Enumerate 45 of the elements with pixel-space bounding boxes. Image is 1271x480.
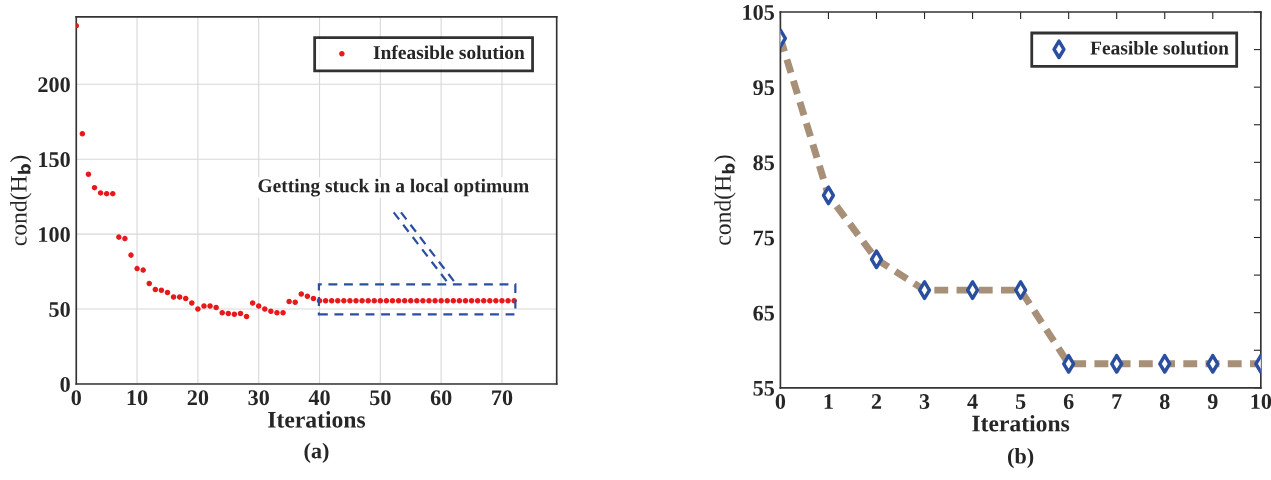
y-tick-label: 95 <box>753 80 775 96</box>
x-tick-label: 10 <box>127 390 148 406</box>
y-tick-label: 85 <box>753 155 775 171</box>
legend-label: Infeasible solution <box>373 45 525 60</box>
x-tick-label: 20 <box>187 390 209 406</box>
point <box>821 185 836 206</box>
point <box>869 249 884 270</box>
x-tick-label: 50 <box>370 390 391 406</box>
x-tick-label: 1 <box>824 394 833 409</box>
x-tick-label: 7 <box>1112 394 1122 409</box>
x-tick-label: 60 <box>430 390 452 406</box>
x-tick-label: 4 <box>967 394 978 409</box>
x-tick-label: 40 <box>308 390 330 406</box>
x-tick-label: 0 <box>775 394 786 410</box>
x-axis-title: Iterations <box>972 414 1070 432</box>
y-tick-label: 55 <box>753 381 775 396</box>
y-axis-title: cond(H$_{b}$) <box>714 155 736 245</box>
y-axis-title: cond(H$_{b}$) <box>10 155 32 246</box>
y-tick-label: 65 <box>753 305 775 321</box>
point <box>917 280 932 301</box>
legend-label: Feasible solution <box>1090 40 1229 55</box>
x-axis-title: Iterations <box>268 411 366 428</box>
point <box>965 280 980 301</box>
y-tick-label: 75 <box>753 230 775 246</box>
text: (a) <box>304 442 329 463</box>
x-tick-label: 0 <box>71 390 81 406</box>
x-tick-label: 10 <box>1251 394 1271 410</box>
y-tick-label: 150 <box>39 152 70 168</box>
x-tick-label: 2 <box>871 394 882 409</box>
y-tick-label: 100 <box>39 227 70 243</box>
x-tick-label: 30 <box>248 390 269 406</box>
x-tick-label: 9 <box>1207 394 1218 410</box>
y-tick-label: 0 <box>60 376 70 392</box>
y-tick-label: 105 <box>743 4 775 20</box>
point <box>1013 280 1028 301</box>
x-tick-label: 5 <box>1015 394 1026 410</box>
y-tick-label: 200 <box>38 77 70 93</box>
x-tick-label: 6 <box>1063 394 1074 410</box>
annotation: Getting stuck in a local optimum <box>258 178 529 197</box>
point <box>1061 353 1076 374</box>
x-tick-label: 3 <box>919 394 930 410</box>
x-tick-label: 70 <box>492 390 513 406</box>
text: (b) <box>1008 447 1034 469</box>
x-tick-label: 8 <box>1159 394 1170 410</box>
y-tick-label: 50 <box>49 301 70 317</box>
